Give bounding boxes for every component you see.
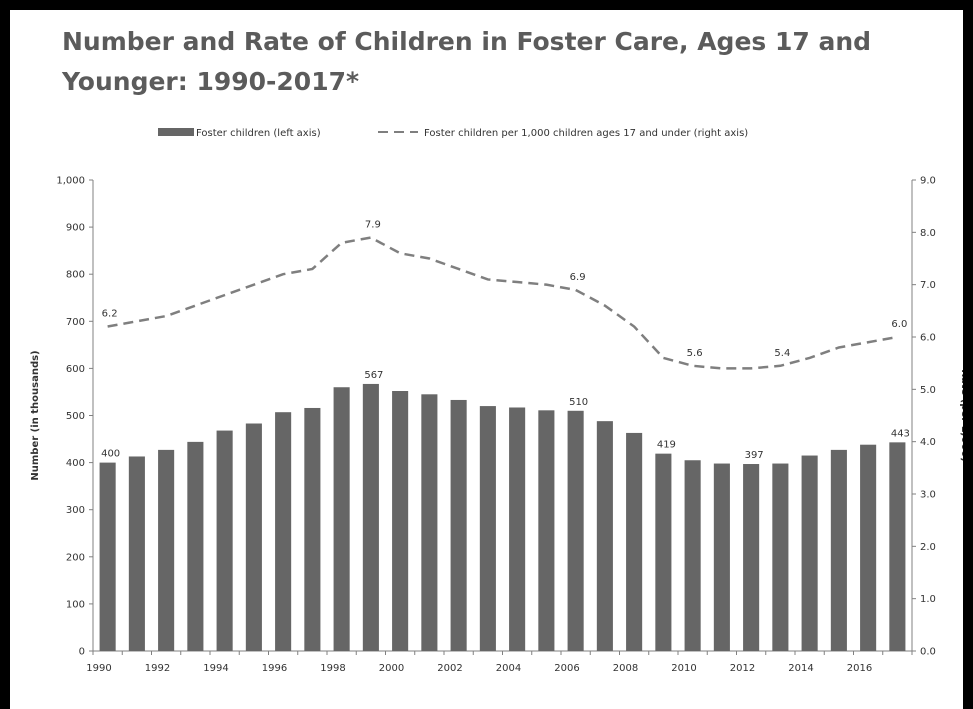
right-tick-label: 5.0 <box>920 385 936 396</box>
bar-data-label: 567 <box>364 370 383 381</box>
x-tick-label: 2010 <box>671 663 696 674</box>
left-tick-label: 500 <box>66 411 85 422</box>
bar <box>860 444 877 651</box>
legend-bar-label: Foster children (left axis) <box>196 128 321 139</box>
y2-axis-title: Rate (per 1,000) <box>959 369 963 462</box>
left-tick-label: 300 <box>66 505 85 516</box>
left-tick-label: 800 <box>66 270 85 281</box>
x-tick-label: 2012 <box>730 663 755 674</box>
right-tick-label: 7.0 <box>920 280 936 291</box>
bar <box>128 456 145 651</box>
chart-frame: Number and Rate of Children in Foster Ca… <box>10 10 963 709</box>
right-tick-label: 3.0 <box>920 490 936 501</box>
bar-data-label: 400 <box>101 449 120 460</box>
left-tick-label: 700 <box>66 317 85 328</box>
x-tick-label: 2000 <box>379 663 404 674</box>
left-tick-label: 400 <box>66 458 85 469</box>
bar <box>655 453 672 651</box>
chart-title: Number and Rate of Children in Foster Ca… <box>62 27 872 96</box>
left-tick-label: 200 <box>66 552 85 563</box>
bar <box>567 410 584 651</box>
bar <box>392 391 409 651</box>
bar-data-label: 397 <box>745 450 764 461</box>
bar <box>333 387 350 651</box>
right-tick-label: 1.0 <box>920 594 936 605</box>
bar-data-label: 443 <box>891 428 910 439</box>
bar-data-label: 510 <box>569 397 588 408</box>
rate-line <box>107 236 898 370</box>
left-tick-label: 1,000 <box>56 176 85 187</box>
right-tick-label: 0.0 <box>920 647 936 658</box>
line-data-label: 6.2 <box>102 309 118 320</box>
x-tick-label: 2004 <box>496 663 521 674</box>
bar <box>509 407 526 651</box>
bar <box>304 407 321 651</box>
x-tick-label: 1996 <box>262 663 287 674</box>
line-data-label: 6.9 <box>570 272 586 283</box>
left-tick-label: 600 <box>66 364 85 375</box>
left-tick-label: 900 <box>66 223 85 234</box>
right-tick-label: 4.0 <box>920 437 936 448</box>
right-tick-label: 9.0 <box>920 176 936 187</box>
bar <box>538 410 555 651</box>
bar <box>889 442 906 651</box>
bar <box>626 432 643 651</box>
x-tick-label: 1994 <box>203 663 228 674</box>
x-tick-label: 1990 <box>86 663 111 674</box>
x-tick-label: 1998 <box>320 663 345 674</box>
bar <box>596 421 613 651</box>
bar <box>801 455 818 651</box>
line-data-label: 5.6 <box>687 348 703 359</box>
right-tick-label: 6.0 <box>920 333 936 344</box>
x-tick-label: 2006 <box>554 663 579 674</box>
y-axis-title: Number (in thousands) <box>30 350 41 480</box>
legend-bar-swatch <box>158 128 194 136</box>
bar <box>158 449 175 651</box>
bar <box>245 423 262 651</box>
x-tick-label: 2014 <box>788 663 813 674</box>
line-data-label: 6.0 <box>891 319 907 330</box>
bar <box>684 460 701 651</box>
bar <box>421 394 438 651</box>
left-tick-label: 0 <box>79 647 85 658</box>
bar <box>713 463 730 651</box>
bar <box>187 441 204 651</box>
x-tick-label: 2016 <box>847 663 872 674</box>
bar <box>479 406 496 651</box>
right-tick-label: 2.0 <box>920 542 936 553</box>
left-tick-label: 100 <box>66 599 85 610</box>
right-tick-label: 8.0 <box>920 228 936 239</box>
x-tick-label: 1992 <box>145 663 170 674</box>
line-data-label: 5.4 <box>774 348 790 359</box>
bar-data-label: 419 <box>657 440 676 451</box>
x-tick-label: 2008 <box>613 663 638 674</box>
bar <box>362 383 379 651</box>
bar <box>743 464 760 651</box>
bar <box>275 412 292 651</box>
bar <box>830 449 847 651</box>
line-data-label: 7.9 <box>365 220 381 231</box>
bar <box>99 462 116 651</box>
chart-svg: 0 100 200 300 400 500 600 700 800 900 1,000 0.0 1.0 2… <box>30 128 963 674</box>
bar <box>450 399 467 651</box>
x-tick-label: 2002 <box>437 663 462 674</box>
bar <box>772 463 789 651</box>
bar <box>216 430 233 651</box>
legend-line-label: Foster children per 1,000 children ages … <box>424 128 748 139</box>
